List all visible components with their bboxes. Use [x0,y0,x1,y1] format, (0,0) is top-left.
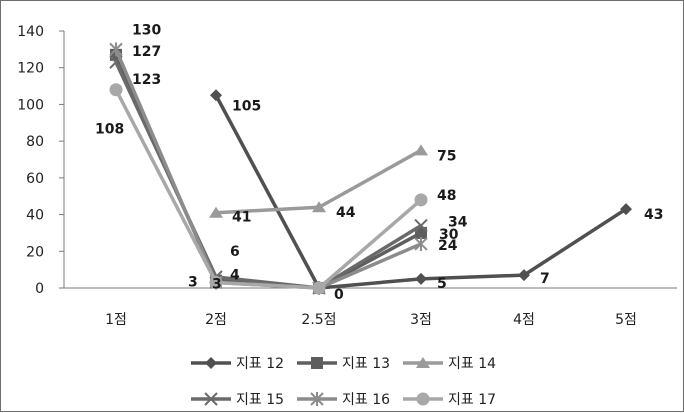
data-point [109,42,123,57]
x-tick-label: 2점 [205,312,227,328]
y-tick-label: 60 [26,171,44,187]
legend-entry: 지표 17 [448,392,496,408]
data-label: 3 [212,276,222,292]
x-tick-label: 1점 [105,312,127,328]
data-point [210,89,222,102]
y-tick-label: 120 [17,61,44,77]
y-tick-label: 80 [26,134,44,150]
y-tick-label: 0 [35,281,44,297]
y-tick-label: 40 [26,208,44,224]
data-label: 127 [132,44,161,60]
data-label: 3 [188,274,198,290]
data-point [518,269,530,282]
legend-entry: 지표 15 [236,392,284,408]
data-label: 130 [132,22,161,38]
data-label: 0 [334,287,344,303]
data-point [415,272,427,285]
legend-swatch-marker [205,357,217,369]
data-label: 24 [438,238,458,254]
legend-swatch-marker [311,357,323,369]
x-tick-label: 2.5점 [301,312,336,328]
legend-entry: 지표 14 [448,356,496,372]
data-label: 4 [230,268,240,284]
data-point [414,236,428,251]
legend-entry: 지표 13 [342,356,390,372]
data-label: 48 [437,188,456,204]
data-label: 34 [448,215,468,231]
data-label: 41 [232,210,251,226]
data-point [312,201,326,213]
x-tick-label: 3점 [410,312,432,328]
y-tick-label: 20 [26,244,44,260]
x-tick-label: 5점 [615,312,637,328]
data-point [414,144,428,156]
legend-swatch-marker [416,357,430,368]
data-label: 123 [132,72,161,88]
data-label: 44 [336,205,356,221]
data-label: 43 [644,207,663,223]
data-label: 5 [437,276,447,292]
legend-swatch-marker [204,392,218,406]
data-point [414,218,428,233]
data-point [414,193,428,207]
y-tick-label: 100 [17,97,44,113]
data-point [209,275,223,289]
data-label: 6 [230,244,240,260]
data-point [620,203,632,216]
data-label: 7 [540,271,550,287]
data-label: 75 [437,148,456,164]
legend-entry: 지표 12 [236,356,284,372]
legend-entry: 지표 16 [342,392,390,408]
data-label: 108 [95,122,124,138]
data-label: 105 [232,98,261,114]
y-tick-label: 140 [17,24,44,40]
legend-swatch-marker [416,392,430,406]
series-line [214,94,627,290]
data-point [312,281,326,295]
data-label: 30 [439,227,459,243]
data-point [109,83,123,97]
data-point [209,206,223,218]
series-line [114,88,423,290]
x-tick-label: 4점 [513,312,535,328]
legend-swatch-marker [310,392,324,406]
